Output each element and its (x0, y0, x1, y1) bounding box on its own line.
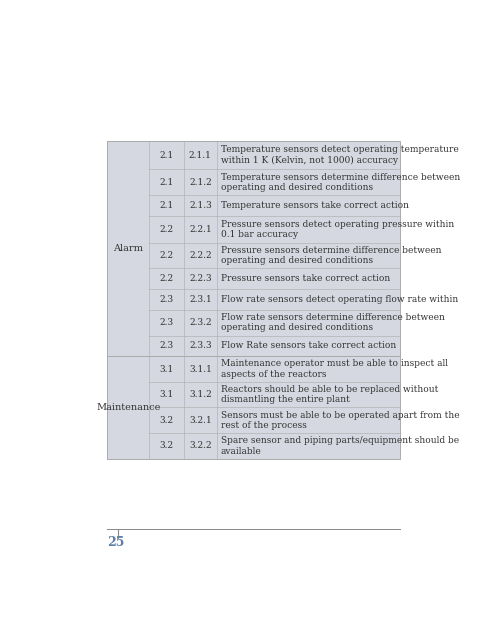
Text: Spare sensor and piping parts/equipment should be
available: Spare sensor and piping parts/equipment … (221, 436, 459, 456)
Text: 3.2: 3.2 (159, 416, 174, 425)
Bar (184, 408, 217, 433)
Text: Reactors should be able to be replaced without
dismantling the entire plant: Reactors should be able to be replaced w… (221, 385, 438, 404)
Text: 2.2.2: 2.2.2 (189, 251, 212, 260)
Text: 2.3: 2.3 (159, 295, 174, 304)
Text: Flow rate sensors detect operating flow rate within: Flow rate sensors detect operating flow … (221, 295, 458, 304)
Bar (149, 310, 184, 335)
Bar (217, 289, 400, 310)
Bar (217, 408, 400, 433)
Bar (149, 335, 184, 356)
Bar (107, 356, 149, 459)
Text: 25: 25 (107, 536, 125, 549)
Text: 2.3.3: 2.3.3 (189, 341, 212, 350)
Text: Temperature sensors take correct action: Temperature sensors take correct action (221, 201, 409, 210)
Bar (184, 356, 217, 382)
Text: 3.1: 3.1 (159, 365, 174, 374)
Bar (184, 433, 217, 459)
Bar (149, 243, 184, 269)
Bar (217, 216, 400, 243)
Text: 3.1.1: 3.1.1 (189, 365, 212, 374)
Bar (149, 382, 184, 408)
Bar (149, 170, 184, 195)
Bar (217, 170, 400, 195)
Text: Temperature sensors determine difference between
operating and desired condition: Temperature sensors determine difference… (221, 173, 460, 192)
Text: Pressure sensors determine difference between
operating and desired conditions: Pressure sensors determine difference be… (221, 246, 441, 266)
Bar (184, 170, 217, 195)
Text: Flow Rate sensors take correct action: Flow Rate sensors take correct action (221, 341, 396, 350)
Text: 3.1: 3.1 (159, 390, 174, 399)
Bar (217, 382, 400, 408)
Bar (184, 269, 217, 289)
Bar (184, 335, 217, 356)
Bar (184, 289, 217, 310)
Bar (149, 195, 184, 216)
Bar (107, 141, 149, 356)
Bar (149, 216, 184, 243)
Bar (217, 335, 400, 356)
Bar (184, 243, 217, 269)
Bar (184, 141, 217, 170)
Bar (217, 195, 400, 216)
Text: Maintenance operator must be able to inspect all
aspects of the reactors: Maintenance operator must be able to ins… (221, 359, 447, 379)
Text: 2.3: 2.3 (159, 341, 174, 350)
Bar (184, 310, 217, 335)
Bar (217, 243, 400, 269)
Text: 2.2: 2.2 (159, 275, 174, 284)
Bar (149, 289, 184, 310)
Text: 3.2.2: 3.2.2 (189, 442, 212, 451)
Text: 3.1.2: 3.1.2 (189, 390, 212, 399)
Text: Pressure sensors detect operating pressure within
0.1 bar accuracy: Pressure sensors detect operating pressu… (221, 220, 454, 239)
Bar (149, 356, 184, 382)
Text: 2.2.3: 2.2.3 (189, 275, 212, 284)
Bar (217, 141, 400, 170)
Text: 2.2.1: 2.2.1 (189, 225, 212, 234)
Bar (217, 433, 400, 459)
Bar (184, 195, 217, 216)
Text: 2.1: 2.1 (159, 150, 174, 159)
Bar (217, 310, 400, 335)
Text: 3.2: 3.2 (159, 442, 174, 451)
Bar (217, 356, 400, 382)
Bar (149, 141, 184, 170)
Bar (107, 141, 400, 459)
Text: 2.3.1: 2.3.1 (189, 295, 212, 304)
Bar (184, 382, 217, 408)
Bar (184, 216, 217, 243)
Text: Alarm: Alarm (113, 244, 143, 253)
Bar (149, 408, 184, 433)
Text: 2.2: 2.2 (159, 251, 174, 260)
Text: 2.1.1: 2.1.1 (189, 150, 212, 159)
Text: Temperature sensors detect operating temperature
within 1 K (Kelvin, not 1000) a: Temperature sensors detect operating tem… (221, 145, 458, 165)
Text: 3.2.1: 3.2.1 (189, 416, 212, 425)
Text: 2.3: 2.3 (159, 318, 174, 327)
Text: Flow rate sensors determine difference between
operating and desired conditions: Flow rate sensors determine difference b… (221, 313, 445, 332)
Text: Maintenance: Maintenance (96, 403, 160, 412)
Text: 2.1: 2.1 (159, 178, 174, 187)
Text: Pressure sensors take correct action: Pressure sensors take correct action (221, 275, 390, 284)
Bar (149, 269, 184, 289)
Bar (217, 269, 400, 289)
Text: 2.1: 2.1 (159, 201, 174, 210)
Text: 2.2: 2.2 (159, 225, 174, 234)
Text: Sensors must be able to be operated apart from the
rest of the process: Sensors must be able to be operated apar… (221, 411, 459, 430)
Bar (149, 433, 184, 459)
Text: 2.1.2: 2.1.2 (189, 178, 212, 187)
Text: 2.1.3: 2.1.3 (189, 201, 212, 210)
Text: 2.3.2: 2.3.2 (189, 318, 212, 327)
